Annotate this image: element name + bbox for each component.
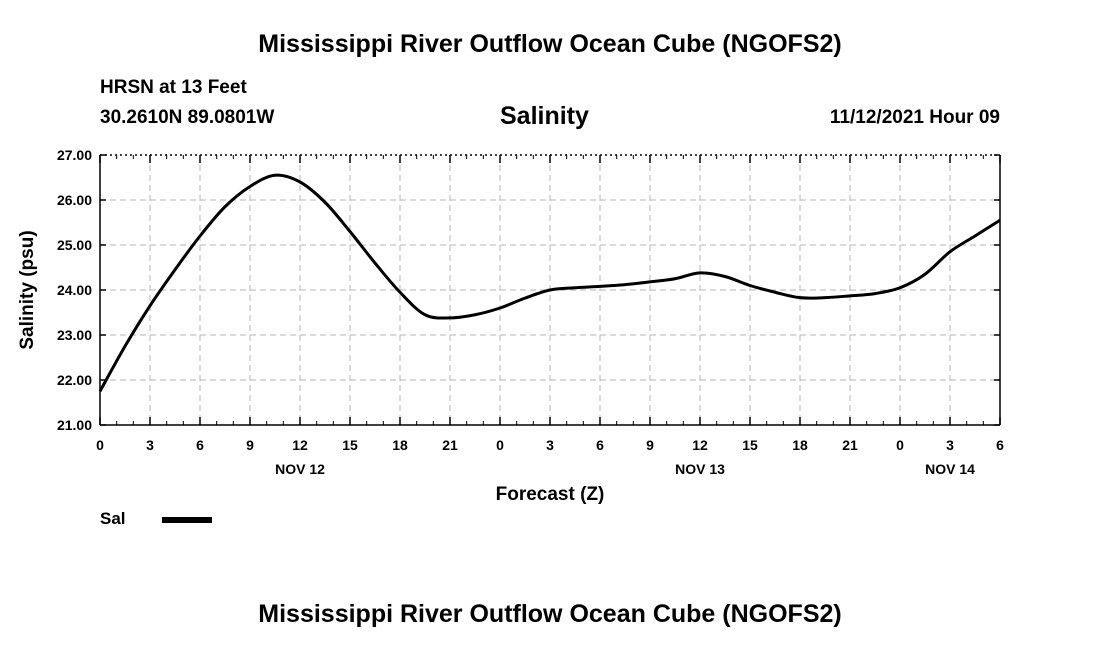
x-tick-label: 0 bbox=[96, 437, 104, 453]
forecast-datetime: 11/12/2021 Hour 09 bbox=[829, 107, 1000, 128]
x-date-label: NOV 12 bbox=[275, 461, 325, 477]
x-tick-label: 18 bbox=[792, 437, 808, 453]
x-tick-label: 0 bbox=[896, 437, 904, 453]
y-tick-label: 21.00 bbox=[57, 417, 92, 433]
x-tick-label: 3 bbox=[146, 437, 154, 453]
page-title: Mississippi River Outflow Ocean Cube (NG… bbox=[258, 30, 842, 58]
legend-line-swatch bbox=[162, 517, 212, 523]
y-tick-label: 24.00 bbox=[57, 282, 92, 298]
x-tick-label: 15 bbox=[742, 437, 758, 453]
x-tick-label: 0 bbox=[496, 437, 504, 453]
y-tick-label: 25.00 bbox=[57, 237, 92, 253]
y-tick-label: 27.00 bbox=[57, 147, 92, 163]
variable-title: Salinity bbox=[500, 102, 589, 130]
x-tick-label: 12 bbox=[692, 437, 708, 453]
y-tick-label: 22.00 bbox=[57, 372, 92, 388]
y-tick-label: 23.00 bbox=[57, 327, 92, 343]
x-tick-label: 9 bbox=[246, 437, 254, 453]
station-name: HRSN at 13 Feet bbox=[100, 77, 247, 98]
x-tick-label: 6 bbox=[996, 437, 1004, 453]
x-tick-label: 18 bbox=[392, 437, 408, 453]
x-tick-label: 12 bbox=[292, 437, 308, 453]
series-line-sal bbox=[98, 173, 1001, 392]
x-tick-label: 6 bbox=[596, 437, 604, 453]
x-tick-label: 9 bbox=[646, 437, 654, 453]
y-tick-label: 26.00 bbox=[57, 192, 92, 208]
legend-label: Sal bbox=[100, 509, 126, 528]
x-tick-label: 3 bbox=[546, 437, 554, 453]
x-tick-label: 3 bbox=[946, 437, 954, 453]
x-date-label: NOV 14 bbox=[925, 461, 975, 477]
footer-title: Mississippi River Outflow Ocean Cube (NG… bbox=[258, 600, 842, 628]
x-tick-label: 21 bbox=[442, 437, 458, 453]
x-tick-label: 6 bbox=[196, 437, 204, 453]
x-tick-label: 15 bbox=[342, 437, 358, 453]
x-date-label: NOV 13 bbox=[675, 461, 725, 477]
x-axis-label: Forecast (Z) bbox=[496, 484, 605, 505]
x-tick-label: 21 bbox=[842, 437, 858, 453]
y-axis-label: Salinity (psu) bbox=[17, 230, 38, 349]
station-coordinates: 30.2610N 89.0801W bbox=[100, 107, 275, 128]
